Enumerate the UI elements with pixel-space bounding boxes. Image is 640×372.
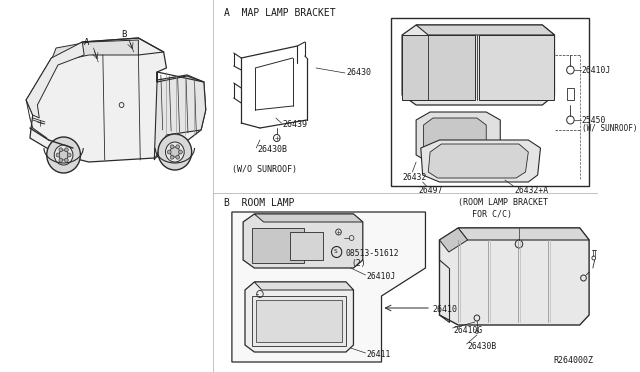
Bar [402,35,475,100]
Text: 26410J: 26410J [367,272,396,281]
Circle shape [65,158,68,162]
Circle shape [67,153,71,157]
Circle shape [170,155,174,159]
Circle shape [59,148,63,152]
Text: B: B [122,30,127,39]
Circle shape [56,153,60,157]
Polygon shape [254,282,353,290]
Bar [391,18,589,186]
Circle shape [170,145,174,149]
Circle shape [176,155,180,159]
Text: 08513-51612: 08513-51612 [346,249,399,258]
Polygon shape [26,42,84,118]
Text: (W/O SUNROOF): (W/O SUNROOF) [232,165,297,174]
Circle shape [168,150,171,154]
Bar [566,88,574,100]
Polygon shape [154,72,205,160]
Text: 26410: 26410 [432,305,457,314]
Bar [256,300,342,342]
Bar [479,35,554,100]
Polygon shape [440,228,468,252]
Text: 26430B: 26430B [468,342,497,351]
Circle shape [47,137,81,173]
Text: (ROOM LAMP BRACKET: (ROOM LAMP BRACKET [458,198,548,207]
Circle shape [59,150,68,160]
Text: 26430: 26430 [346,68,371,77]
Text: B  ROOM LAMP: B ROOM LAMP [225,198,295,208]
Text: 26410J: 26410J [582,65,611,74]
Text: 26411: 26411 [367,350,391,359]
Circle shape [166,142,184,162]
Bar [252,228,304,263]
Polygon shape [416,25,554,35]
Circle shape [65,148,68,152]
Text: A: A [84,38,90,47]
Text: (2): (2) [351,259,366,268]
Text: 26497: 26497 [419,186,444,195]
Polygon shape [26,38,205,162]
Text: (W/ SUNROOF): (W/ SUNROOF) [582,124,637,132]
Text: 25450: 25450 [582,115,606,125]
Circle shape [176,145,180,149]
Text: 26439: 26439 [282,120,307,129]
Circle shape [54,145,73,165]
Circle shape [170,147,180,157]
Bar [252,296,346,346]
Circle shape [158,134,192,170]
Polygon shape [243,214,363,268]
Polygon shape [416,112,500,163]
Polygon shape [232,212,426,362]
Polygon shape [254,214,363,222]
Text: 26432+A: 26432+A [515,186,548,195]
Polygon shape [424,118,486,157]
Circle shape [59,158,63,162]
Polygon shape [51,40,138,60]
Text: FOR C/C): FOR C/C) [472,210,512,219]
Polygon shape [402,25,554,105]
Bar [290,232,323,260]
Text: S: S [334,249,337,254]
Circle shape [179,150,182,154]
Polygon shape [245,282,353,352]
Polygon shape [458,228,589,240]
Text: 26410G: 26410G [454,326,483,335]
Polygon shape [440,228,589,325]
Polygon shape [428,144,528,178]
Text: R264000Z: R264000Z [554,356,594,365]
Text: 26430B: 26430B [257,145,287,154]
Text: 26432: 26432 [402,173,426,182]
Polygon shape [420,140,540,182]
Text: A  MAP LAMP BRACKET: A MAP LAMP BRACKET [225,8,336,18]
